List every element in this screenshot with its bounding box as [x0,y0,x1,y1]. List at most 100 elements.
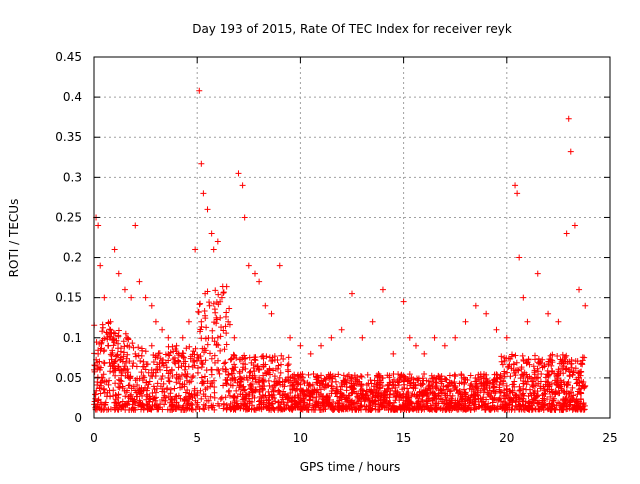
data-point [322,383,329,390]
data-point [565,366,572,373]
data-point [349,290,355,297]
data-point [271,382,278,389]
data-point [315,389,322,396]
data-point [226,305,233,312]
data-point [404,385,411,392]
data-point [144,385,151,392]
data-point [192,397,199,404]
data-point [390,390,397,397]
data-point [198,374,205,381]
data-point [558,358,565,365]
data-point [358,386,365,393]
data-point [305,387,312,394]
data-point [186,390,193,397]
data-point [278,352,285,359]
data-point [460,406,467,413]
data-point [369,318,376,325]
data-point [367,377,374,384]
y-tick-label: 0.15 [55,291,82,305]
data-point [326,399,333,406]
data-point [91,398,98,405]
data-point [536,399,543,406]
data-point [407,380,414,387]
y-tick-label: 0.45 [55,50,82,64]
data-point [268,406,275,413]
data-point [121,363,128,370]
data-point [229,403,236,410]
data-point [447,387,454,394]
data-point [251,394,258,401]
data-point [251,270,258,277]
data-point [563,406,570,413]
data-point [157,366,164,373]
data-point [567,397,574,404]
data-point [276,374,283,381]
data-point [130,344,137,351]
data-point [309,389,316,396]
data-point [269,354,276,361]
data-point [435,392,442,399]
data-point [297,342,304,349]
data-point [361,398,368,405]
data-point [118,372,125,379]
data-point [102,401,109,408]
data-point [289,394,296,401]
data-point [555,382,562,389]
data-point [274,365,281,372]
data-point [298,406,305,413]
data-point [107,318,114,325]
data-point [115,394,122,401]
data-point [173,374,180,381]
data-point [101,385,108,392]
data-point [251,354,258,361]
data-point [140,373,147,380]
data-point [490,387,497,394]
data-point [171,385,178,392]
data-point [396,375,403,382]
data-point [219,283,226,290]
data-point [197,326,204,333]
data-point [135,344,142,351]
data-point [534,270,541,277]
data-point [364,371,371,378]
data-point [107,393,114,400]
data-point [208,355,215,362]
data-point [380,391,387,398]
data-point [565,115,572,122]
data-point [573,402,580,409]
data-point [132,222,139,229]
data-point [333,383,340,390]
data-point [218,394,225,401]
data-point [535,355,542,362]
data-point [145,405,152,412]
data-point [139,363,146,370]
data-point [560,378,567,385]
data-point [460,405,467,412]
data-point [379,374,386,381]
data-point [415,375,422,382]
data-point [125,398,132,405]
data-point [523,381,530,388]
data-point [301,399,308,406]
data-point [485,403,492,410]
data-point [571,222,578,229]
data-point [483,376,490,383]
data-point [343,387,350,394]
data-point [132,387,139,394]
data-point [277,369,284,376]
data-point [435,400,442,407]
data-point [211,394,218,401]
data-point [204,206,211,213]
data-point [551,377,558,384]
data-point [228,370,235,377]
data-point [357,373,364,380]
data-point [198,318,205,325]
data-point [215,342,222,349]
data-point [362,406,369,413]
data-point [341,378,348,385]
data-point [260,386,267,393]
data-point [101,360,108,367]
data-point [379,398,386,405]
data-point [152,354,159,361]
data-point [263,370,270,377]
